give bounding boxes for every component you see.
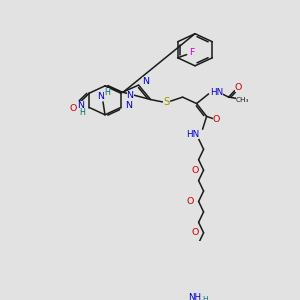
Text: O: O — [213, 115, 220, 124]
Text: O: O — [192, 228, 199, 237]
Text: F: F — [189, 49, 194, 58]
Text: O: O — [70, 104, 77, 113]
Text: NH: NH — [188, 293, 201, 300]
Text: O: O — [187, 197, 194, 206]
Text: H: H — [202, 296, 207, 300]
Text: S: S — [164, 97, 170, 107]
Text: N: N — [77, 101, 84, 110]
Text: N: N — [98, 92, 104, 101]
Text: H: H — [80, 108, 85, 117]
Text: H: H — [104, 88, 110, 97]
Text: HN: HN — [186, 130, 199, 139]
Text: O: O — [192, 166, 199, 175]
Text: N: N — [125, 101, 132, 110]
Text: N: N — [127, 91, 134, 100]
Text: N: N — [142, 77, 149, 86]
Text: CH₃: CH₃ — [236, 97, 249, 103]
Text: O: O — [235, 83, 242, 92]
Text: HN: HN — [210, 88, 223, 97]
